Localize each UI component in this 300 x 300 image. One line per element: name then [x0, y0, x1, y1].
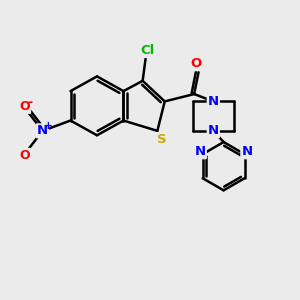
- Text: N: N: [241, 145, 252, 158]
- Text: N: N: [208, 124, 219, 137]
- Text: O: O: [190, 57, 202, 70]
- Text: N: N: [208, 95, 219, 108]
- Text: O: O: [20, 100, 30, 113]
- Text: N: N: [195, 145, 206, 158]
- Text: +: +: [44, 121, 52, 130]
- Text: S: S: [157, 133, 166, 146]
- Text: Cl: Cl: [140, 44, 154, 57]
- Text: N: N: [37, 124, 48, 137]
- Text: O: O: [20, 149, 30, 162]
- Text: -: -: [28, 96, 33, 109]
